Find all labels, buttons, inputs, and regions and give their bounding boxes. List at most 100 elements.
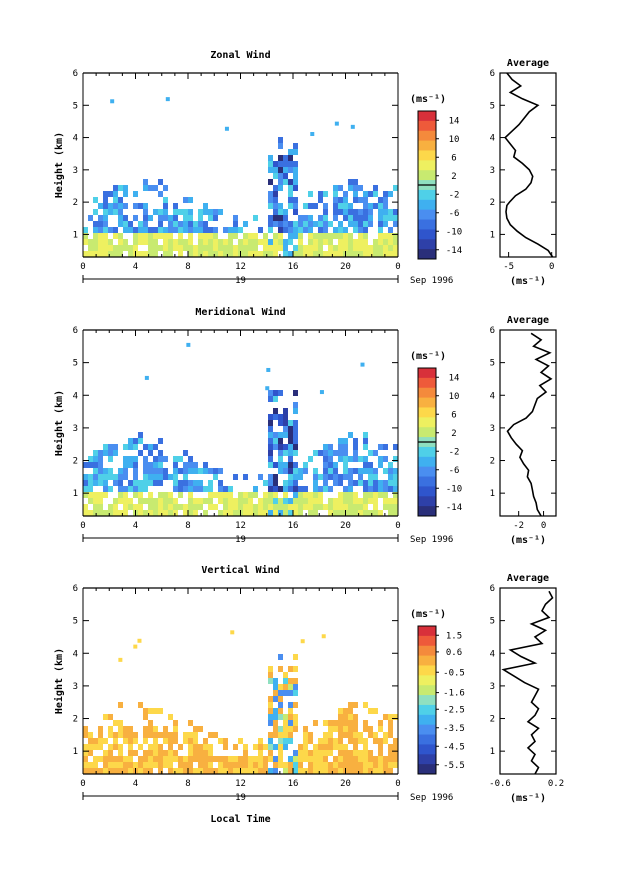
colorbar-band [418,446,436,458]
x-tick-label: 4 [133,521,138,531]
colorbar-tick-label: -14 [446,246,462,256]
colorbar-band [418,695,436,706]
colorbar-band [418,249,436,260]
x-axis-label: Local Time [210,813,270,825]
profile-y-tick-label: 2 [490,457,495,467]
colorbar-band [418,130,436,142]
colorbar-tick-label: -2 [449,447,460,457]
profile-y-tick-label: 2 [490,715,495,725]
colorbar-band [418,724,436,736]
profile-y-tick-label: 4 [490,134,495,144]
date-month-label: Sep 1996 [410,276,453,286]
date-day: 19 [235,793,246,803]
colorbar-band [418,387,436,399]
y-axis-label: Height (km) [53,132,65,198]
profile-x-label: (ms⁻¹) [510,535,546,546]
profile-y-tick-label: 6 [490,69,495,79]
x-tick-label: 16 [288,262,299,272]
x-tick-label: 20 [340,521,351,531]
colorbar-band [418,635,436,647]
date-day: 19 [235,535,246,545]
y-tick-label: 5 [73,617,78,627]
x-tick-label: 0 [395,262,400,272]
profile-y-tick-label: 3 [490,424,495,434]
y-tick-label: 1 [73,747,78,757]
profile-y-tick-label: 2 [490,198,495,208]
profile-y-tick-label: 6 [490,584,495,594]
profile-y-tick-label: 5 [490,617,495,627]
colorbar-band [418,675,436,686]
y-tick-label: 4 [73,649,78,659]
colorbar-band [418,754,436,765]
y-tick-label: 6 [73,326,78,336]
profile-frame [499,329,557,517]
profile-y-tick-label: 4 [490,391,495,401]
colorbar-band [418,170,436,181]
colorbar-tick-label: -10 [446,484,462,494]
y-tick-label: 3 [73,682,78,692]
y-tick-label: 3 [73,424,78,434]
colorbar-band [418,476,436,487]
colorbar-band [418,506,436,517]
panel-title: Meridional Wind [195,306,285,318]
colorbar-band [418,496,436,507]
x-tick-label: 20 [340,262,351,272]
profile-line [501,590,554,775]
colorbar-band [418,140,436,151]
y-tick-label: 1 [73,230,78,240]
profile-x-tick-label: 0.2 [548,779,564,789]
colorbar-unit: (ms⁻¹) [410,609,446,620]
colorbar-tick-label: 6 [451,410,456,420]
colorbar-band [418,111,436,122]
heatmap-cells [83,630,398,774]
colorbar-tick-label: -3.5 [443,724,465,734]
colorbar-band [418,229,436,240]
profile-y-tick-label: 1 [490,230,495,240]
profile-x-label: (ms⁻¹) [510,276,546,287]
profile-y-tick-label: 5 [490,359,495,369]
profile-y-tick-label: 1 [490,747,495,757]
profile-x-tick-label: -0.6 [489,779,511,789]
colorbar-band [418,734,436,745]
colorbar-tick-label: -4.5 [443,742,465,752]
colorbar-band [418,219,436,230]
colorbar-tick-label: -2.5 [443,705,465,715]
x-tick-label: 8 [185,779,190,789]
profile-y-tick-label: 6 [490,326,495,336]
y-tick-label: 2 [73,457,78,467]
profile-title: Average [507,58,549,69]
y-tick-label: 6 [73,584,78,594]
y-tick-label: 4 [73,134,78,144]
profile-x-tick-label: 0 [541,521,546,531]
colorbar-band [418,189,436,201]
colorbar-tick-label: -14 [446,503,462,513]
colorbar-band [418,199,436,211]
profile-y-tick-label: 3 [490,166,495,176]
y-tick-label: 5 [73,359,78,369]
colorbar-band [418,407,436,418]
colorbar-band [418,626,436,637]
panel-title: Vertical Wind [201,564,279,576]
colorbar-band [418,427,436,438]
colorbar-band [418,120,436,132]
colorbar-band [418,685,436,696]
profile-x-tick-label: 0 [549,262,554,272]
colorbar-tick-label: 10 [449,135,460,145]
profile-x-tick-label: -2 [513,521,524,531]
colorbar-band [418,466,436,478]
colorbar-band [418,377,436,389]
colorbar-band [418,704,436,716]
y-axis-label: Height (km) [53,390,65,456]
x-tick-label: 20 [340,779,351,789]
colorbar-tick-label: 14 [449,373,460,383]
colorbar-band [418,714,436,726]
x-tick-label: 0 [395,779,400,789]
colorbar-band [418,486,436,497]
profile-line [504,72,554,258]
profile-y-tick-label: 1 [490,489,495,499]
heatmap-cells [83,97,398,257]
date-month-label: Sep 1996 [410,535,453,545]
date-month-label: Sep 1996 [410,793,453,803]
colorbar-band [418,645,436,657]
